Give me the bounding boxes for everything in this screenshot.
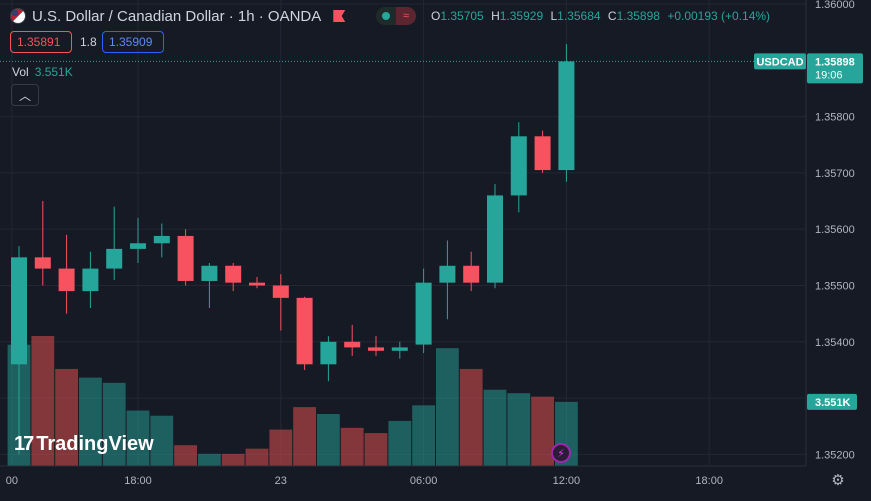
volume-bar — [102, 382, 126, 466]
change-value: +0.00193 (+0.14%) — [667, 9, 771, 23]
volume-value: 3.551K — [34, 65, 73, 79]
volume-bar — [531, 396, 554, 466]
candle-body — [201, 265, 218, 281]
time-axis-bg — [0, 466, 871, 501]
candle-body — [225, 265, 242, 283]
eye-dot-icon — [382, 12, 390, 20]
candle-body — [391, 347, 408, 351]
volume-bar — [55, 368, 78, 466]
time-tick-label: 23 — [275, 475, 287, 487]
price-tick-label: 1.35700 — [815, 168, 855, 180]
volume-tag-text: 3.551K — [815, 397, 851, 409]
candle-body — [249, 282, 265, 286]
volume-bar — [221, 453, 245, 466]
time-tick-label: 12:00 — [553, 475, 581, 487]
candle-body — [415, 282, 432, 345]
candle-body — [344, 341, 361, 348]
price-tick-label: 1.35800 — [815, 112, 855, 124]
volume-bar — [126, 410, 150, 466]
flag-marker-icon[interactable] — [333, 10, 346, 22]
candle-body — [558, 61, 575, 171]
tv-logo-icon: 17 — [14, 433, 34, 455]
symbol-tag — [754, 53, 806, 70]
volume-bar — [340, 427, 364, 466]
price-tick-label: 1.35500 — [815, 280, 855, 292]
time-tick-label: 18:00 — [124, 475, 152, 487]
logo-text: TradingView — [36, 433, 154, 455]
sell-button[interactable]: 1.35891 — [10, 31, 72, 53]
time-axis: 00 18:00 23 06:00 12:00 18:00 — [0, 465, 871, 501]
time-tick-label: 06:00 — [410, 475, 438, 487]
price-axis-bg — [806, 0, 871, 501]
volume-bar — [388, 420, 412, 466]
candle-body — [439, 265, 456, 283]
spread-value: 1.8 — [80, 35, 97, 49]
candle-body — [153, 235, 170, 244]
buy-button[interactable]: 1.35909 — [102, 31, 164, 53]
settings-icon[interactable]: ⚙ — [831, 472, 845, 489]
candle-body — [487, 195, 503, 283]
symbol-title[interactable]: U.S. Dollar / Canadian Dollar · 1h · OAN… — [32, 7, 322, 25]
symbol-tag-text: USDCAD — [756, 56, 803, 68]
candle-body — [177, 235, 194, 281]
volume-bar — [483, 389, 507, 466]
candles — [11, 43, 575, 455]
candle-body — [368, 347, 384, 351]
volume-bar — [150, 415, 174, 466]
candle-body — [130, 243, 146, 249]
volume-bar — [317, 414, 340, 466]
candle-body — [510, 136, 527, 196]
candle-body — [58, 268, 75, 292]
visibility-toggle[interactable]: ≈ — [376, 7, 416, 25]
chart-header: U.S. Dollar / Canadian Dollar · 1h · OAN… — [10, 6, 346, 26]
volume-bar — [245, 448, 269, 466]
candle-body — [272, 285, 289, 298]
last-price-tag — [807, 53, 863, 84]
price-tick-label: 1.35200 — [815, 449, 855, 461]
volume-bar — [79, 377, 102, 466]
volume-bar — [459, 368, 483, 466]
volume-legend: Vol 3.551K — [12, 65, 73, 79]
ohlc-readout: O1.35705 H1.35929 L1.35684 C1.35898 +0.0… — [431, 9, 771, 23]
time-tick-label: 00 — [6, 475, 18, 487]
wave-icon: ≈ — [396, 7, 416, 25]
volume-bar — [436, 348, 459, 466]
last-price-text: 1.35898 — [815, 56, 855, 68]
tradingview-logo: 17 TradingView — [14, 433, 154, 456]
collapse-button[interactable]: ︿ — [11, 84, 39, 106]
candle-body — [320, 341, 337, 365]
price-axis: 1.352001.353001.354001.355001.356001.357… — [805, 0, 871, 501]
volume-bar — [293, 407, 316, 466]
price-tick-label: 1.35600 — [815, 224, 855, 236]
volume-tag — [807, 393, 857, 410]
candle-body — [534, 136, 551, 171]
volume-bar — [174, 445, 197, 466]
volume-bar — [269, 429, 293, 466]
chart-grid — [0, 0, 806, 466]
price-tick-label: 1.36000 — [815, 0, 855, 11]
candle-body — [463, 265, 480, 283]
candle-body — [11, 257, 27, 365]
candle-body — [82, 268, 99, 292]
price-tick-label: 1.35400 — [815, 337, 855, 349]
candle-body — [106, 248, 123, 269]
countdown-text: 19:06 — [815, 69, 843, 81]
volume-bar — [507, 393, 531, 466]
volume-bar — [31, 336, 55, 466]
volume-bar — [412, 405, 435, 466]
candle-body — [34, 257, 51, 269]
flag-icon — [10, 8, 26, 24]
time-tick-label: 18:00 — [695, 475, 723, 487]
candle-body — [296, 297, 313, 365]
volume-bar — [198, 453, 221, 466]
volume-label: Vol — [12, 65, 29, 79]
volume-bar — [364, 433, 388, 466]
lightning-icon[interactable]: ⚡ — [551, 443, 571, 463]
volume-bars — [7, 336, 578, 466]
collapse-chevron-icon: ︿ — [18, 88, 31, 103]
